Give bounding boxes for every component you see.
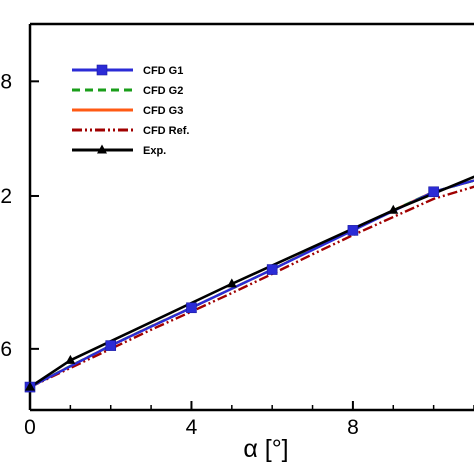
triangle-marker — [25, 381, 35, 391]
series-line — [29, 175, 474, 389]
triangle-marker — [65, 354, 76, 364]
x-tick-label: 4 — [186, 416, 198, 439]
x-axis-title: α [°] — [243, 435, 288, 463]
square-marker — [105, 340, 117, 351]
x-tick-label: 8 — [347, 416, 359, 439]
legend-label: CFD G1 — [143, 65, 183, 77]
legend-label: CFD G2 — [143, 85, 183, 97]
square-marker — [347, 225, 359, 236]
triangle-marker — [388, 204, 399, 214]
y-tick-label: .8 — [0, 70, 12, 93]
legend-label: CFD Ref. — [143, 125, 189, 137]
x-tick-label: 0 — [24, 416, 36, 439]
series-line — [29, 185, 474, 389]
legend-marker — [96, 64, 108, 76]
y-tick-label: .6 — [0, 338, 12, 361]
y-tick-label: .2 — [0, 185, 12, 208]
legend-marker — [97, 144, 107, 154]
triangle-marker — [226, 278, 237, 288]
square-marker — [428, 186, 439, 198]
legend-label: CFD G3 — [143, 105, 183, 117]
square-marker — [186, 302, 197, 314]
square-marker — [266, 264, 278, 275]
legend: CFD G1 CFD G2 CFD G3 CFD Ref. Exp. — [72, 64, 189, 157]
plot-area: 0 4 8 .6 .2 .8 — [0, 22, 474, 439]
legend-label: Exp. — [143, 145, 166, 157]
